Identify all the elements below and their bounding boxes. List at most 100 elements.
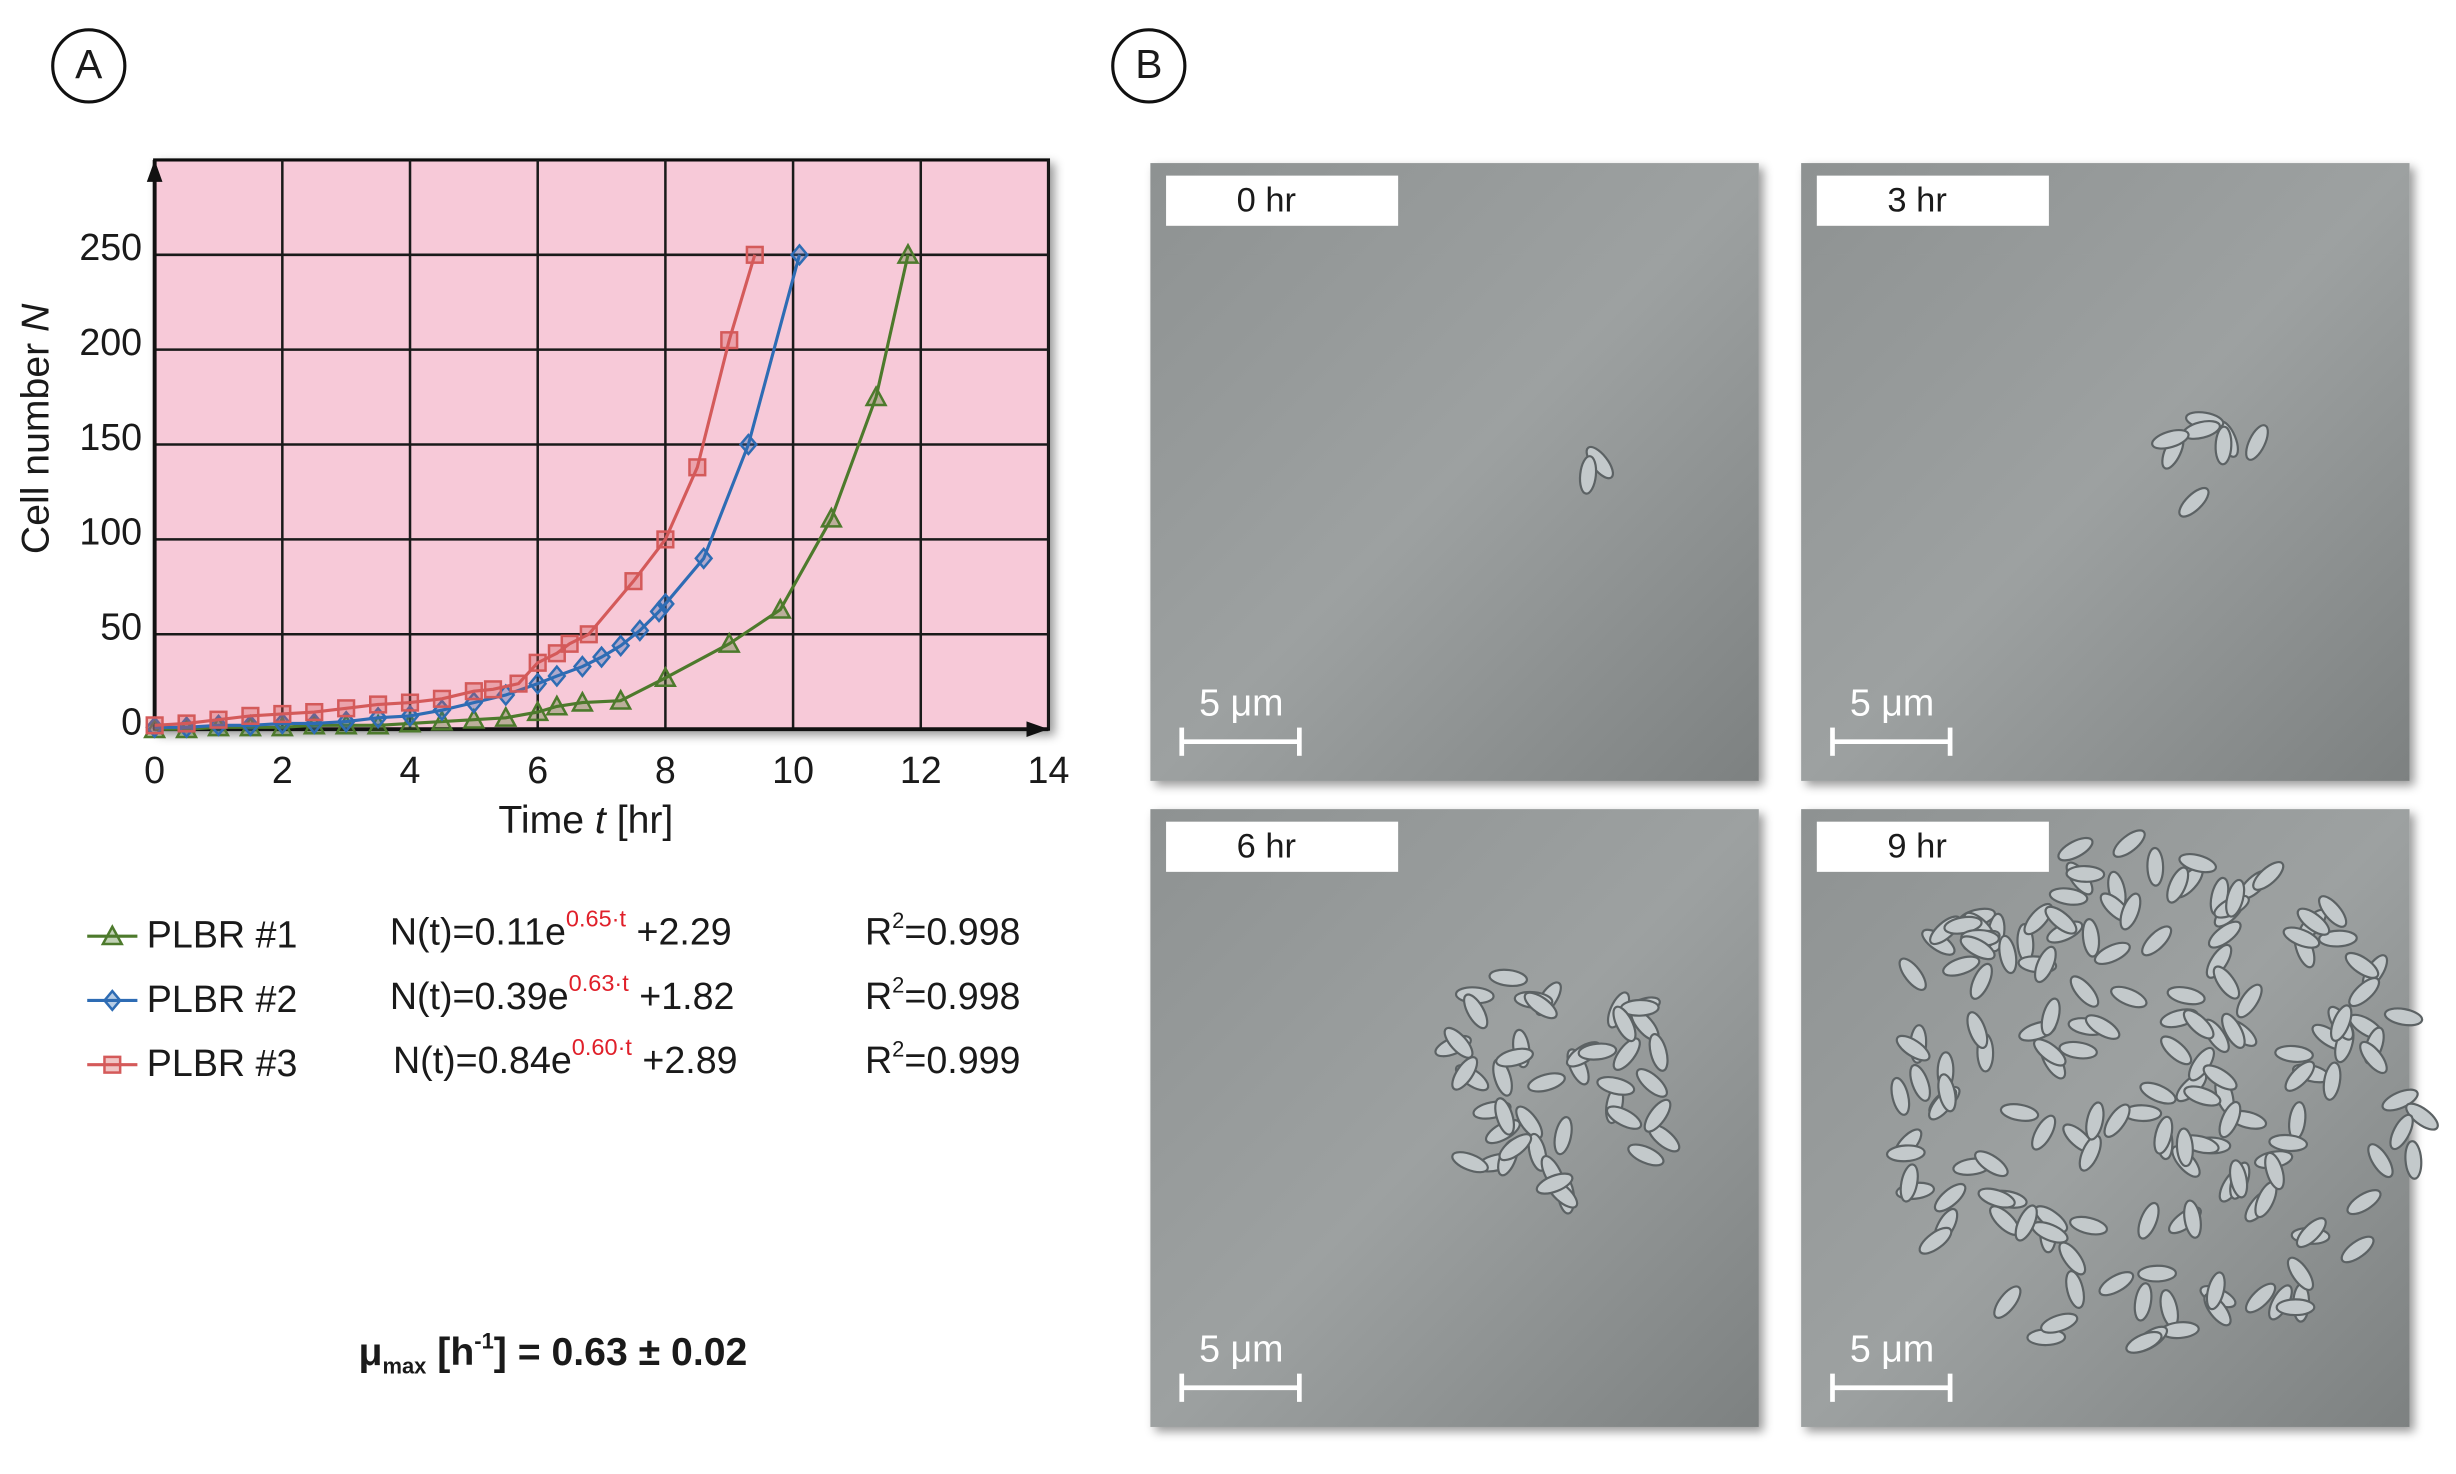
r-squared-part: R — [865, 1039, 892, 1081]
time-label: 9 hr — [1887, 827, 1946, 865]
equation-part: +2.89 — [632, 1039, 738, 1081]
bacterium — [1498, 1133, 1533, 1162]
marker — [738, 433, 758, 456]
marker — [483, 680, 503, 699]
bacterium — [1885, 1144, 1926, 1163]
bacterium — [2389, 1113, 2414, 1151]
bacterium — [2069, 975, 2100, 1008]
micrograph: 6 hr 5 μm — [1150, 809, 1759, 1427]
micrograph-image — [1801, 163, 2410, 781]
marker — [745, 245, 764, 264]
bacterium — [1527, 1072, 1566, 1093]
bacterium — [2044, 905, 2078, 935]
marker — [649, 600, 669, 623]
bacterium — [2207, 920, 2242, 949]
bacterium — [1451, 1151, 1489, 1174]
growth-rate-sup: -1 — [474, 1328, 494, 1353]
bacterium — [1535, 1172, 1574, 1195]
time-label-box — [1166, 821, 1399, 872]
r-squared-sup: 2 — [892, 1036, 904, 1061]
bacterium — [2040, 997, 2061, 1037]
bacterium — [1933, 1182, 1967, 1213]
bacterium — [2031, 1114, 2057, 1151]
x-tick-label: 14 — [1028, 749, 1070, 791]
bacterium — [1495, 1047, 1534, 1068]
marker — [611, 634, 631, 658]
bacterium — [2235, 983, 2263, 1019]
bacterium — [1627, 1143, 1665, 1167]
axis-title-part: N — [15, 303, 58, 332]
bacterium — [1998, 934, 2018, 975]
bacterium — [2057, 836, 2094, 862]
growth-rate-sub: max — [382, 1353, 427, 1378]
equation-part: N(t)=0.39e — [390, 975, 569, 1017]
r-squared-part: =0.999 — [904, 1039, 1020, 1081]
bacterium — [2183, 1085, 2222, 1107]
growth-rate: μmax [h-1] = 0.63 ± 0.02 — [358, 1328, 747, 1378]
marker — [864, 385, 888, 407]
bacterium — [2205, 1271, 2226, 1311]
bacterium — [2065, 864, 2106, 883]
axis-title-part: t — [595, 800, 608, 843]
bacterium — [1605, 1105, 1643, 1130]
marker — [768, 597, 792, 619]
time-label-box — [1166, 175, 1399, 226]
bacterium — [2146, 846, 2165, 887]
bacterium — [2160, 1035, 2193, 1066]
bacterium — [2318, 895, 2348, 928]
bacterium — [2296, 907, 2331, 936]
growth-rate-part: ] = 0.63 ± 0.02 — [494, 1331, 748, 1374]
marker — [694, 547, 714, 570]
bacterium — [2166, 866, 2190, 904]
panel-circle — [1111, 28, 1187, 104]
bacterium — [2221, 1012, 2246, 1049]
bacterium — [2329, 1004, 2353, 1042]
marker — [560, 634, 579, 653]
bacterium — [1942, 955, 1981, 977]
bacterium — [2367, 1143, 2394, 1179]
bacterium — [2178, 486, 2210, 518]
marker — [400, 693, 420, 712]
bacterium — [2295, 1217, 2327, 1249]
marker — [241, 706, 260, 725]
r-squared-part: R — [865, 975, 892, 1017]
bacterium — [2212, 965, 2241, 1000]
bacterium — [1635, 1068, 1668, 1098]
marker — [398, 711, 422, 733]
y-axis-title: Cell number N — [15, 303, 58, 554]
bacterium — [1999, 1103, 2040, 1122]
bacterium — [2048, 887, 2089, 906]
marker — [273, 704, 292, 724]
bacterium — [2085, 1101, 2105, 1141]
axis-arrow — [146, 159, 163, 182]
bacterium — [1977, 1187, 2016, 1209]
axis-title-part: Cell number — [15, 332, 58, 554]
bacterium — [2103, 1103, 2131, 1138]
marker — [653, 665, 677, 688]
r-squared-sup: 2 — [892, 908, 904, 933]
x-tick-label: 12 — [900, 749, 942, 791]
bacterium — [2318, 929, 2358, 948]
bacterium — [1966, 1011, 1989, 1049]
bacterium — [2125, 1330, 2163, 1354]
marker — [720, 331, 739, 350]
x-tick-label: 8 — [655, 749, 676, 791]
legend-label: PLBR #2 — [147, 978, 298, 1020]
marker — [717, 631, 741, 653]
panel-label: A — [75, 41, 103, 87]
bacterium — [2252, 861, 2285, 891]
equation-part: +1.82 — [629, 975, 735, 1017]
bacterium — [1596, 1075, 1636, 1096]
marker — [545, 694, 569, 716]
bacterium — [2110, 985, 2148, 1009]
bacterium — [2264, 1151, 2285, 1191]
bacterium — [1974, 1150, 2009, 1178]
bacterium — [2405, 1102, 2439, 1131]
y-tick-label: 200 — [79, 321, 142, 363]
bacterium — [1488, 968, 1529, 988]
marker — [369, 695, 388, 714]
marker — [462, 707, 486, 729]
bacterium — [2058, 1040, 2098, 1060]
marker — [240, 713, 260, 737]
marker — [547, 664, 567, 688]
